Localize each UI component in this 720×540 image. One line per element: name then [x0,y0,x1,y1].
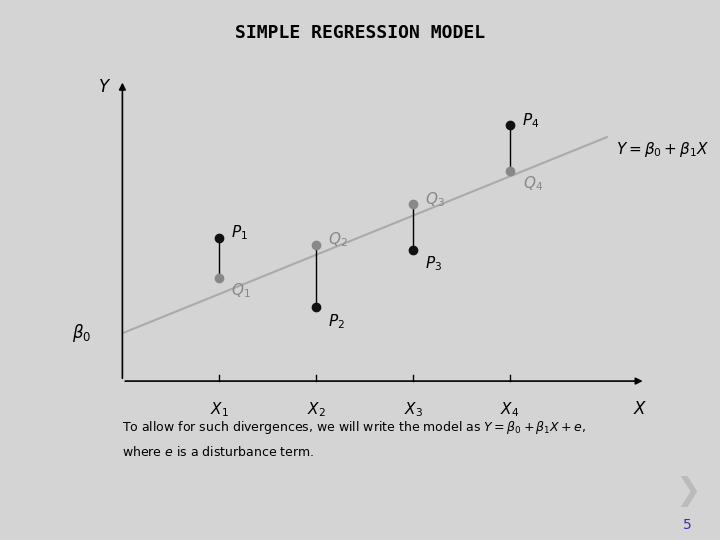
Text: $X_3$: $X_3$ [403,400,423,419]
Text: ❯: ❯ [675,476,701,507]
Text: $Q_1$: $Q_1$ [231,281,251,300]
Text: $\beta_0$: $\beta_0$ [72,322,91,345]
Text: $Q_2$: $Q_2$ [328,231,348,249]
Text: $P_1$: $P_1$ [231,224,248,242]
Text: $P_4$: $P_4$ [521,111,539,130]
Text: $Q_4$: $Q_4$ [523,174,544,193]
Text: $X_1$: $X_1$ [210,400,229,419]
Text: $X$: $X$ [634,400,648,418]
Text: $Y = \beta_0 + \beta_1 X$: $Y = \beta_0 + \beta_1 X$ [616,140,710,159]
Text: To allow for such divergences, we will write the model as $Y = \beta_0 + \beta_1: To allow for such divergences, we will w… [122,418,587,435]
Text: $P_3$: $P_3$ [425,254,441,273]
Text: $X_2$: $X_2$ [307,400,325,419]
Text: where $e$ is a disturbance term.: where $e$ is a disturbance term. [122,446,315,460]
Text: $X_4$: $X_4$ [500,400,520,419]
Text: $Y$: $Y$ [99,78,112,96]
Text: $P_2$: $P_2$ [328,312,345,330]
Text: SIMPLE REGRESSION MODEL: SIMPLE REGRESSION MODEL [235,24,485,42]
Text: 5: 5 [683,518,691,532]
Text: $Q_3$: $Q_3$ [425,190,444,208]
